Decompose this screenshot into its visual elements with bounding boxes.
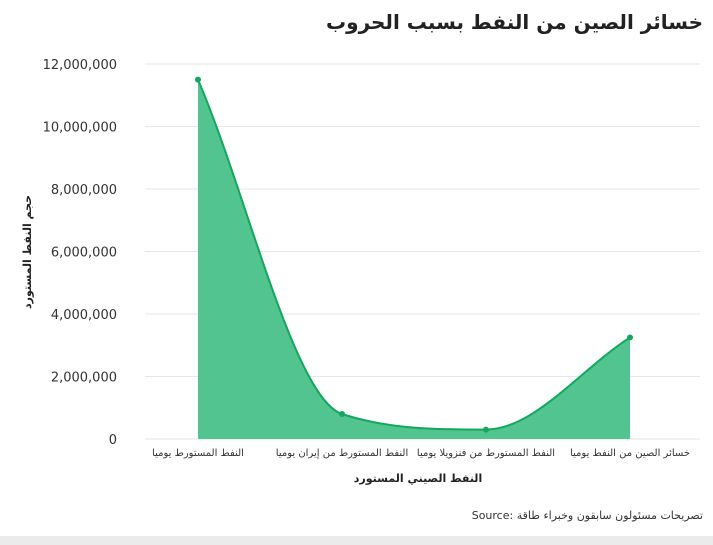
- chart-title: خسائر الصين من النفط بسبب الحروب: [326, 10, 703, 34]
- y-axis-title: حجم النفط المستورد: [21, 195, 34, 309]
- x-tick-label: النفط المستورط من إيران يوميا: [276, 448, 408, 459]
- data-point[interactable]: [627, 334, 633, 341]
- area-series: [195, 76, 633, 439]
- y-tick-label: 6,000,000: [51, 246, 117, 261]
- x-tick-label: خسائر الصين من النفط يوميا: [570, 448, 690, 459]
- x-tick-label: النفط المستورط يوميا: [152, 448, 244, 459]
- y-tick-label: 0: [109, 433, 117, 448]
- data-point[interactable]: [483, 426, 489, 433]
- x-tick-label: النفط المستورط من فنزويلا يوميا: [417, 448, 555, 459]
- data-point[interactable]: [195, 76, 201, 83]
- axis-ticks: 0 2,000,000 4,000,000 6,000,000 8,000,000 10,…: [43, 58, 690, 459]
- y-tick-label: 2,000,000: [51, 371, 117, 386]
- x-axis-title: النفط الصيني المستورد: [354, 472, 482, 485]
- series-line: [197, 79, 631, 431]
- data-point[interactable]: [339, 411, 345, 417]
- y-tick-label: 12,000,000: [43, 58, 117, 73]
- y-tick-label: 10,000,000: [43, 121, 117, 136]
- source-note: Source: تصريحات مسئولون سابقون وخبراء طا…: [471, 509, 703, 522]
- y-tick-label: 8,000,000: [51, 183, 117, 198]
- y-tick-label: 4,000,000: [51, 308, 117, 323]
- bottom-band: [0, 536, 713, 545]
- area-fill: [198, 79, 630, 439]
